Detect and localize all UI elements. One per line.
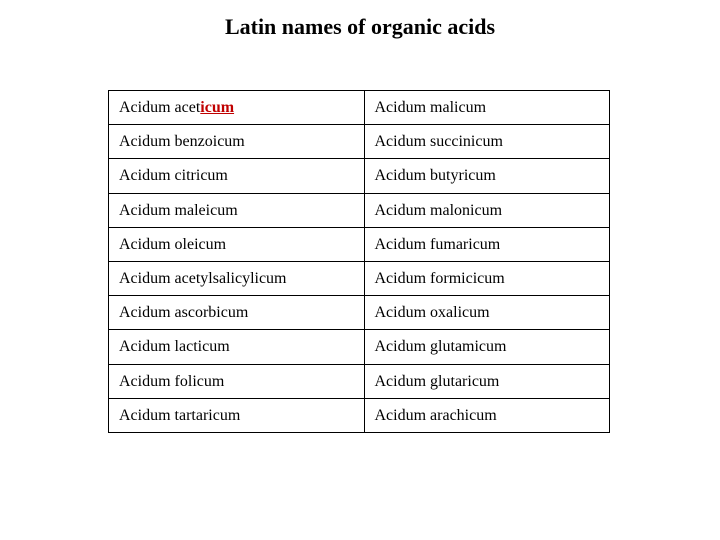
table-cell: Acidum arachicum [364, 398, 610, 432]
cell-text-prefix: Acidum tartaricum [119, 407, 240, 424]
table-row: Acidum lacticum Acidum glutamicum [109, 330, 610, 364]
table-row: Acidum citricum Acidum butyricum [109, 159, 610, 193]
cell-text-prefix: Acidum benzoicum [119, 133, 245, 150]
table-row: Acidum tartaricum Acidum arachicum [109, 398, 610, 432]
table-cell: Acidum malicum [364, 91, 610, 125]
table-cell: Acidum acetylsalicylicum [109, 261, 365, 295]
acids-table-body: Acidum aceticum Acidum malicum Acidum be… [109, 91, 610, 433]
table-cell: Acidum maleicum [109, 193, 365, 227]
table-cell: Acidum tartaricum [109, 398, 365, 432]
acids-table: Acidum aceticum Acidum malicum Acidum be… [108, 90, 610, 433]
table-cell: Acidum citricum [109, 159, 365, 193]
cell-text-prefix: Acidum lacticum [119, 338, 230, 355]
table-row: Acidum folicum Acidum glutaricum [109, 364, 610, 398]
table-cell: Acidum butyricum [364, 159, 610, 193]
cell-text-prefix: Acidum acetylsalicylicum [119, 270, 287, 287]
table-row: Acidum benzoicum Acidum succinicum [109, 125, 610, 159]
acids-table-container: Acidum aceticum Acidum malicum Acidum be… [108, 90, 610, 433]
cell-text-prefix: Acidum oleicum [119, 236, 226, 253]
cell-text-prefix: Acidum citricum [119, 167, 228, 184]
cell-text-prefix: Acidum folicum [119, 373, 224, 390]
cell-text-prefix: Acidum acet [119, 99, 200, 116]
page-title: Latin names of organic acids [0, 14, 720, 40]
table-cell: Acidum lacticum [109, 330, 365, 364]
table-row: Acidum maleicum Acidum malonicum [109, 193, 610, 227]
table-cell: Acidum succinicum [364, 125, 610, 159]
table-cell: Acidum oleicum [109, 227, 365, 261]
cell-text-suffix: icum [200, 99, 234, 116]
page: Latin names of organic acids Acidum acet… [0, 0, 720, 540]
cell-text-prefix: Acidum ascorbicum [119, 304, 248, 321]
table-cell: Acidum fumaricum [364, 227, 610, 261]
table-cell: Acidum glutamicum [364, 330, 610, 364]
table-cell: Acidum oxalicum [364, 296, 610, 330]
table-cell: Acidum benzoicum [109, 125, 365, 159]
cell-text-prefix: Acidum maleicum [119, 202, 238, 219]
table-cell: Acidum aceticum [109, 91, 365, 125]
table-cell: Acidum glutaricum [364, 364, 610, 398]
table-cell: Acidum formicicum [364, 261, 610, 295]
table-row: Acidum acetylsalicylicum Acidum formicic… [109, 261, 610, 295]
table-row: Acidum ascorbicum Acidum oxalicum [109, 296, 610, 330]
table-cell: Acidum folicum [109, 364, 365, 398]
table-cell: Acidum malonicum [364, 193, 610, 227]
table-row: Acidum aceticum Acidum malicum [109, 91, 610, 125]
table-row: Acidum oleicum Acidum fumaricum [109, 227, 610, 261]
table-cell: Acidum ascorbicum [109, 296, 365, 330]
